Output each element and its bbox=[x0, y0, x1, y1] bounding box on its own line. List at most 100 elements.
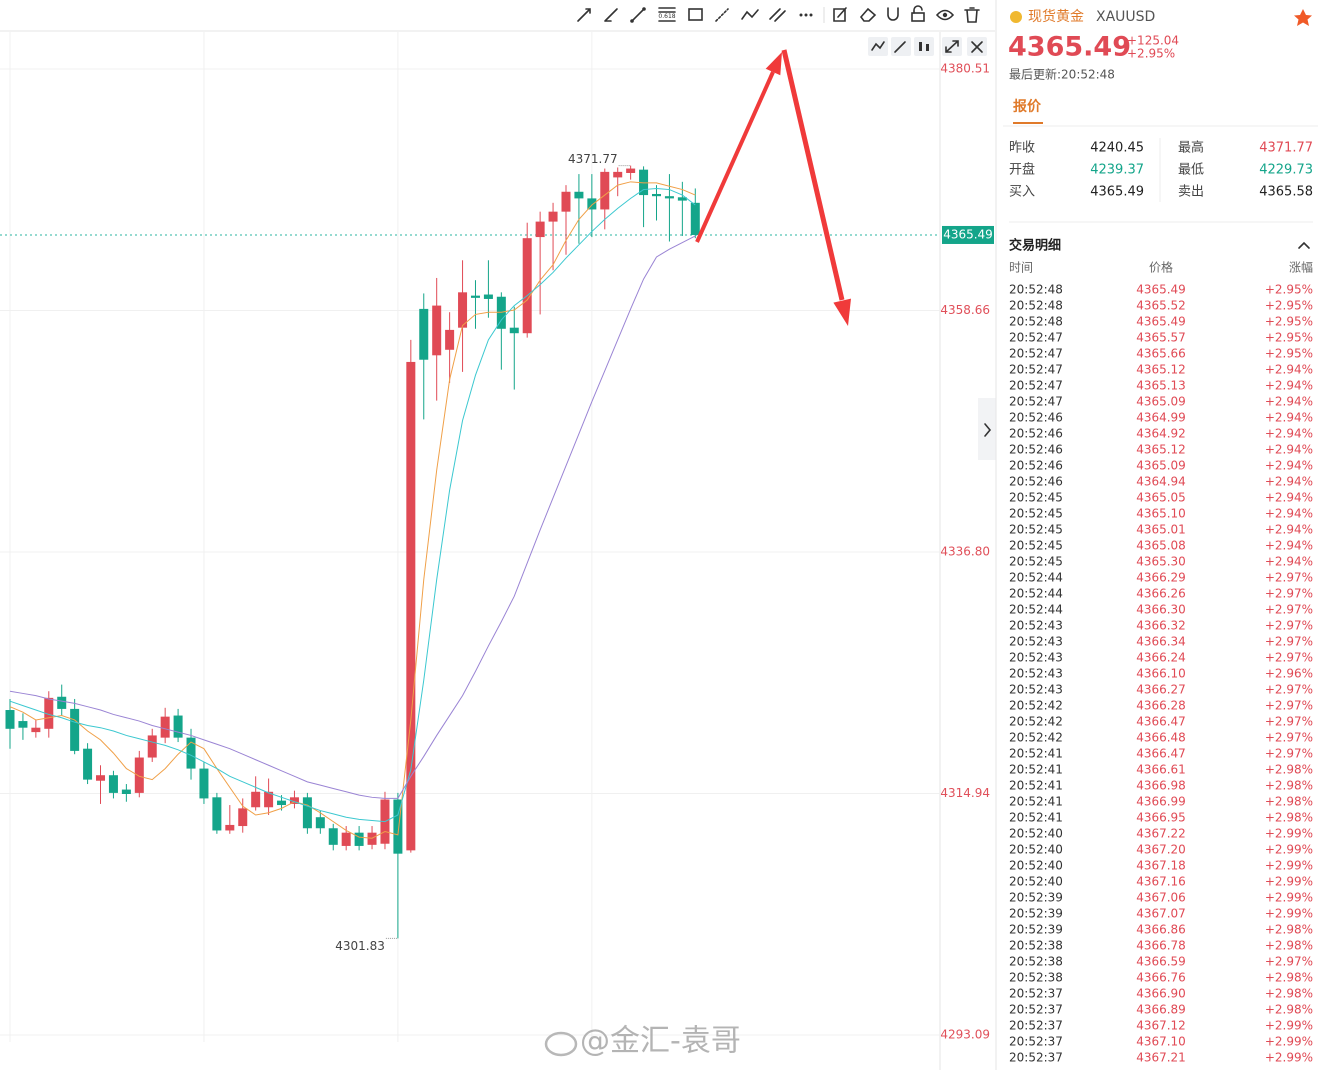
last-price-label: 4365.49 bbox=[943, 227, 993, 241]
trade-time: 20:52:46 bbox=[1009, 411, 1063, 425]
trade-change: +2.95% bbox=[1265, 331, 1313, 345]
trades-title: 交易明细 bbox=[1009, 238, 1061, 254]
trade-change: +2.97% bbox=[1265, 715, 1313, 729]
trade-price: 4365.57 bbox=[1136, 331, 1186, 345]
trade-time: 20:52:37 bbox=[1009, 1003, 1063, 1017]
trade-change: +2.94% bbox=[1265, 475, 1313, 489]
trade-time: 20:52:47 bbox=[1009, 347, 1063, 361]
candle-body bbox=[108, 775, 118, 793]
trade-change: +2.98% bbox=[1265, 779, 1313, 793]
candle-body bbox=[96, 775, 106, 781]
draw-button[interactable] bbox=[891, 37, 911, 56]
y-tick-label: 4336.80 bbox=[940, 545, 990, 559]
field-label: 卖出 bbox=[1178, 185, 1204, 200]
candle-body bbox=[238, 808, 248, 827]
trade-price: 4367.07 bbox=[1136, 907, 1186, 921]
trade-time: 20:52:48 bbox=[1009, 283, 1063, 297]
trade-time: 20:52:39 bbox=[1009, 891, 1063, 905]
close-button[interactable] bbox=[967, 37, 987, 56]
trade-price: 4366.28 bbox=[1136, 699, 1186, 713]
tool-ray[interactable] bbox=[604, 8, 618, 22]
x-tick-label: 20:29 bbox=[381, 1046, 416, 1060]
trade-price: 4366.90 bbox=[1136, 987, 1186, 1001]
trade-change: +2.94% bbox=[1265, 443, 1313, 457]
trade-price: 4366.34 bbox=[1136, 635, 1186, 649]
fullscreen-button[interactable] bbox=[942, 37, 962, 56]
candle-body bbox=[690, 202, 700, 235]
trade-change: +2.98% bbox=[1265, 795, 1313, 809]
y-tick-label: 4314.94 bbox=[940, 786, 990, 800]
trade-time: 20:52:45 bbox=[1009, 539, 1063, 553]
collapse-tab[interactable] bbox=[978, 398, 996, 460]
trade-time: 20:52:46 bbox=[1009, 427, 1063, 441]
candle-body bbox=[587, 198, 597, 210]
tool-eraser[interactable] bbox=[859, 7, 877, 22]
trade-time: 20:52:41 bbox=[1009, 747, 1063, 761]
trade-time: 20:52:38 bbox=[1009, 939, 1063, 953]
trade-time: 20:52:37 bbox=[1009, 1051, 1063, 1065]
tool-fibonacci[interactable]: 0.618 bbox=[658, 7, 676, 22]
trade-change: +2.97% bbox=[1265, 747, 1313, 761]
collapse-trades[interactable] bbox=[1298, 241, 1310, 249]
tool-channel[interactable] bbox=[769, 8, 786, 22]
quote-tab[interactable]: 报价 bbox=[1013, 99, 1042, 115]
trade-change: +2.98% bbox=[1265, 971, 1313, 985]
trade-change: +2.94% bbox=[1265, 427, 1313, 441]
trade-time: 20:52:46 bbox=[1009, 475, 1063, 489]
y-tick-label: 4293.09 bbox=[940, 1028, 990, 1042]
tool-delete[interactable] bbox=[964, 7, 980, 23]
trade-change: +2.94% bbox=[1265, 507, 1313, 521]
tool-line[interactable] bbox=[577, 8, 591, 22]
trade-price: 4366.26 bbox=[1136, 587, 1186, 601]
candle-body bbox=[677, 197, 687, 201]
trade-price: 4366.59 bbox=[1136, 955, 1186, 969]
trade-change: +2.99% bbox=[1265, 1035, 1313, 1049]
watermark: @金汇-袁哥 bbox=[544, 1024, 741, 1059]
trade-time: 20:52:43 bbox=[1009, 667, 1063, 681]
tool-rectangle[interactable] bbox=[688, 8, 703, 21]
trade-price: 4366.29 bbox=[1136, 571, 1186, 585]
header-change: 涨幅 bbox=[1289, 260, 1313, 275]
candle-body bbox=[302, 797, 312, 829]
trade-time: 20:52:40 bbox=[1009, 827, 1063, 841]
candle-body bbox=[83, 748, 93, 780]
trade-price: 4367.21 bbox=[1136, 1051, 1186, 1065]
weibo-icon bbox=[544, 1031, 578, 1057]
candle-body bbox=[470, 295, 480, 298]
chart-controls bbox=[868, 37, 987, 56]
tool-polyline[interactable] bbox=[741, 9, 759, 20]
trade-change: +2.98% bbox=[1265, 987, 1313, 1001]
drawing-toolbar: 0.618 bbox=[0, 5, 995, 32]
indicator-button[interactable] bbox=[868, 37, 888, 56]
y-tick-label: 4380.51 bbox=[940, 62, 990, 76]
tool-arrow[interactable] bbox=[715, 8, 729, 22]
trade-price: 4365.12 bbox=[1136, 443, 1186, 457]
trade-time: 20:52:39 bbox=[1009, 907, 1063, 921]
trade-change: +2.99% bbox=[1265, 1019, 1313, 1033]
trade-price: 4366.86 bbox=[1136, 923, 1186, 937]
trade-price: 4367.18 bbox=[1136, 859, 1186, 873]
trade-price: 4365.52 bbox=[1136, 299, 1186, 313]
tool-visibility[interactable] bbox=[935, 9, 955, 21]
candle-body bbox=[406, 361, 416, 851]
trade-time: 20:52:45 bbox=[1009, 491, 1063, 505]
chart-type-button[interactable] bbox=[914, 37, 934, 56]
tool-magnet[interactable] bbox=[887, 7, 899, 21]
trade-time: 20:52:47 bbox=[1009, 395, 1063, 409]
tool-more[interactable] bbox=[799, 13, 813, 17]
trade-time: 20:52:41 bbox=[1009, 763, 1063, 777]
trade-time: 20:52:44 bbox=[1009, 587, 1063, 601]
candle-body bbox=[535, 221, 545, 238]
candle-body bbox=[548, 211, 558, 222]
trade-time: 20:52:37 bbox=[1009, 987, 1063, 1001]
candle-body bbox=[70, 708, 80, 751]
favorite-star[interactable] bbox=[1294, 9, 1312, 26]
trade-time: 20:52:47 bbox=[1009, 331, 1063, 345]
trade-price: 4364.92 bbox=[1136, 427, 1186, 441]
tool-note[interactable] bbox=[833, 7, 847, 22]
tool-lock[interactable] bbox=[911, 5, 925, 22]
tool-segment[interactable] bbox=[630, 7, 646, 23]
trade-time: 20:52:40 bbox=[1009, 843, 1063, 857]
